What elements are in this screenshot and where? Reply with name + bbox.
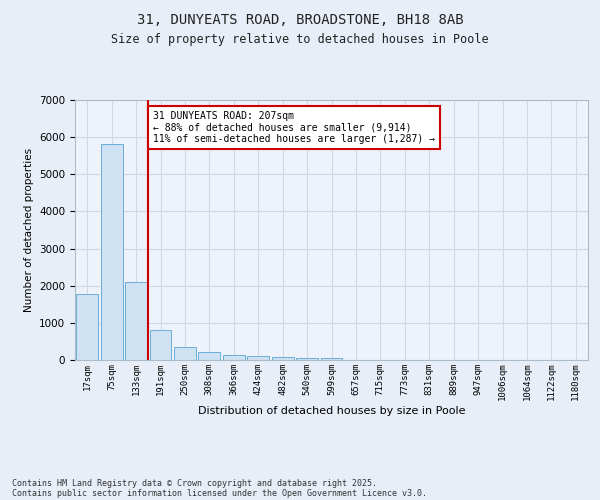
Bar [199,352,220,360]
Text: Size of property relative to detached houses in Poole: Size of property relative to detached ho… [111,32,489,46]
Bar [320,358,343,360]
Bar [76,294,98,360]
Bar [272,357,293,360]
Text: 31, DUNYEATS ROAD, BROADSTONE, BH18 8AB: 31, DUNYEATS ROAD, BROADSTONE, BH18 8AB [137,12,463,26]
X-axis label: Distribution of detached houses by size in Poole: Distribution of detached houses by size … [198,406,465,416]
Bar [125,282,147,360]
Y-axis label: Number of detached properties: Number of detached properties [23,148,34,312]
Text: Contains public sector information licensed under the Open Government Licence v3: Contains public sector information licen… [12,488,427,498]
Bar [174,346,196,360]
Text: 31 DUNYEATS ROAD: 207sqm
← 88% of detached houses are smaller (9,914)
11% of sem: 31 DUNYEATS ROAD: 207sqm ← 88% of detach… [153,111,435,144]
Bar [223,356,245,360]
Bar [101,144,122,360]
Bar [296,358,318,360]
Text: Contains HM Land Registry data © Crown copyright and database right 2025.: Contains HM Land Registry data © Crown c… [12,478,377,488]
Bar [149,330,172,360]
Bar [247,356,269,360]
